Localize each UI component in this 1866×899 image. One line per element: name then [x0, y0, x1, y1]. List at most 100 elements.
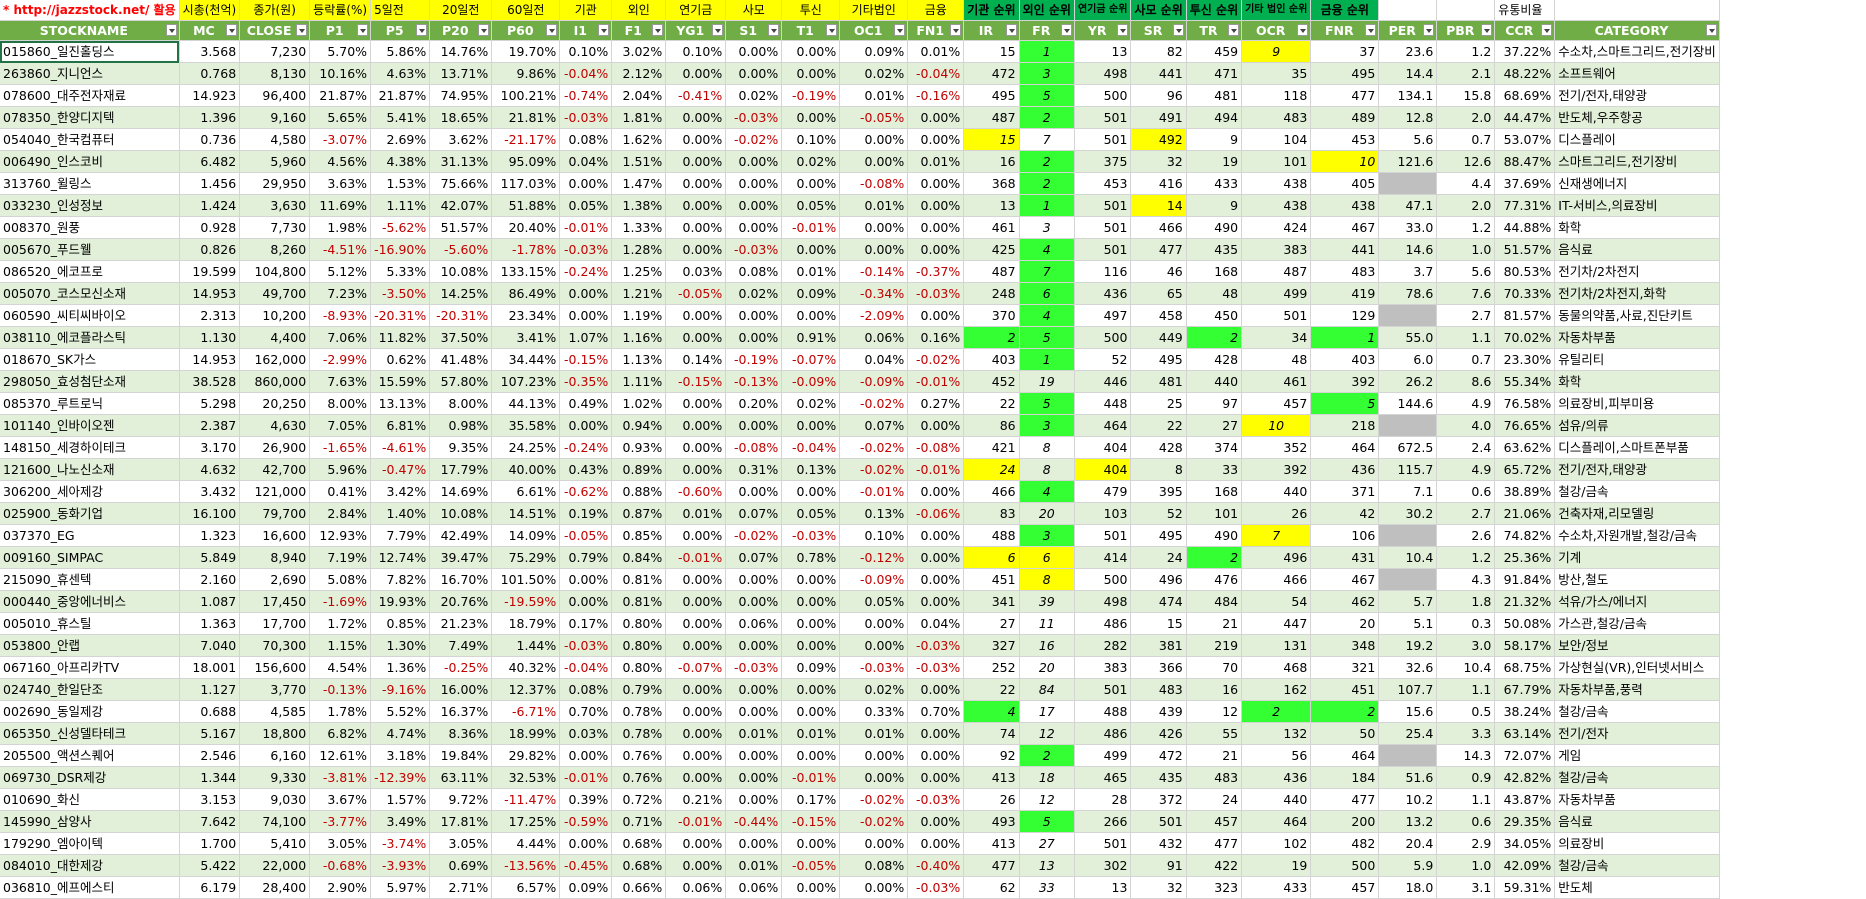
- cell-ccr[interactable]: 42.09%: [1494, 854, 1556, 877]
- cell-ir[interactable]: 2: [963, 326, 1020, 349]
- cell-per[interactable]: 3.7: [1378, 260, 1438, 283]
- cell-stockname[interactable]: 006490_인스코비: [0, 150, 180, 173]
- cell-sr[interactable]: 82: [1130, 40, 1187, 63]
- cell-yg1[interactable]: 0.00%: [665, 326, 727, 349]
- cell-fnr[interactable]: 1: [1310, 326, 1380, 349]
- cell-yg1[interactable]: 0.00%: [665, 612, 727, 635]
- cell-s1[interactable]: 0.00%: [725, 40, 783, 63]
- cell-fnr[interactable]: 321: [1310, 656, 1380, 679]
- cell-yr[interactable]: 501: [1074, 524, 1132, 547]
- cell-s1[interactable]: 0.00%: [725, 326, 783, 349]
- cell-p20[interactable]: 14.76%: [429, 40, 493, 63]
- cell-fnr[interactable]: 10: [1310, 150, 1380, 173]
- cell-p1[interactable]: -0.13%: [309, 678, 372, 701]
- cell-sr[interactable]: 24: [1130, 546, 1187, 569]
- cell-ocr[interactable]: 438: [1241, 172, 1312, 195]
- cell-sr[interactable]: 8: [1130, 458, 1187, 481]
- cell-f1[interactable]: 1.11%: [611, 370, 667, 393]
- cell-mc[interactable]: 4.632: [179, 458, 241, 481]
- cell-stockname[interactable]: 005070_코스모신소재: [0, 282, 180, 305]
- cell-ir[interactable]: 487: [963, 106, 1020, 129]
- cell-fnr[interactable]: 42: [1310, 502, 1380, 525]
- cell-sr[interactable]: 372: [1130, 788, 1187, 811]
- cell-p60[interactable]: 32.53%: [491, 766, 561, 789]
- cell-p1[interactable]: 7.06%: [309, 326, 372, 349]
- cell-p20[interactable]: 31.13%: [429, 150, 493, 173]
- cell-fn1[interactable]: 0.00%: [907, 678, 965, 701]
- cell-fr[interactable]: 17: [1019, 700, 1075, 723]
- cell-close[interactable]: 7,730: [239, 216, 311, 239]
- cell-p5[interactable]: 1.57%: [370, 788, 431, 811]
- cell-fn1[interactable]: -0.06%: [907, 502, 965, 525]
- cell-p5[interactable]: -0.47%: [370, 458, 431, 481]
- cell-s1[interactable]: -0.02%: [725, 524, 783, 547]
- column-header-i1[interactable]: I1: [559, 20, 613, 41]
- cell-category[interactable]: 가상현실(VR),인터넷서비스: [1554, 656, 1720, 679]
- cell-p1[interactable]: 1.72%: [309, 612, 372, 635]
- cell-close[interactable]: 42,700: [239, 458, 311, 481]
- cell-p20[interactable]: 9.35%: [429, 436, 493, 459]
- cell-per[interactable]: [1378, 524, 1438, 547]
- filter-dropdown-icon[interactable]: [1481, 24, 1493, 36]
- cell-fn1[interactable]: 0.00%: [907, 766, 965, 789]
- cell-per[interactable]: 15.6: [1378, 700, 1438, 723]
- cell-fn1[interactable]: -0.01%: [907, 370, 965, 393]
- cell-ocr[interactable]: 131: [1241, 634, 1312, 657]
- group-label-9[interactable]: 연기금: [665, 0, 727, 21]
- cell-tr[interactable]: 459: [1186, 40, 1243, 63]
- cell-p60[interactable]: 1.44%: [491, 634, 561, 657]
- cell-fn1[interactable]: 0.00%: [907, 568, 965, 591]
- cell-close[interactable]: 7,230: [239, 40, 311, 63]
- cell-tr[interactable]: 428: [1186, 348, 1243, 371]
- cell-t1[interactable]: 0.00%: [781, 700, 841, 723]
- cell-per[interactable]: 6.0: [1378, 348, 1438, 371]
- cell-pbr[interactable]: 8.6: [1436, 370, 1496, 393]
- cell-sr[interactable]: 65: [1130, 282, 1187, 305]
- cell-tr[interactable]: 219: [1186, 634, 1243, 657]
- cell-s1[interactable]: -0.13%: [725, 370, 783, 393]
- cell-ocr[interactable]: 54: [1241, 590, 1312, 613]
- cell-p60[interactable]: 21.81%: [491, 106, 561, 129]
- cell-ocr[interactable]: 383: [1241, 238, 1312, 261]
- cell-p1[interactable]: -4.51%: [309, 238, 372, 261]
- group-label-8[interactable]: 외인: [611, 0, 667, 21]
- cell-i1[interactable]: -0.15%: [559, 348, 613, 371]
- cell-yr[interactable]: 500: [1074, 326, 1132, 349]
- cell-i1[interactable]: 0.04%: [559, 150, 613, 173]
- cell-category[interactable]: 디스플레이,스마트폰부품: [1554, 436, 1720, 459]
- cell-pbr[interactable]: 4.4: [1436, 172, 1496, 195]
- cell-p60[interactable]: 18.79%: [491, 612, 561, 635]
- cell-p5[interactable]: 4.38%: [370, 150, 431, 173]
- cell-ir[interactable]: 403: [963, 348, 1020, 371]
- cell-ir[interactable]: 487: [963, 260, 1020, 283]
- cell-yr[interactable]: 500: [1074, 84, 1132, 107]
- group-label-21[interactable]: [1378, 0, 1438, 21]
- cell-s1[interactable]: 0.00%: [725, 304, 783, 327]
- cell-t1[interactable]: 0.13%: [781, 458, 841, 481]
- cell-p1[interactable]: -1.69%: [309, 590, 372, 613]
- cell-sr[interactable]: 495: [1130, 348, 1187, 371]
- cell-close[interactable]: 4,585: [239, 700, 311, 723]
- cell-pbr[interactable]: 1.0: [1436, 854, 1496, 877]
- cell-ocr[interactable]: 56: [1241, 744, 1312, 767]
- cell-ir[interactable]: 421: [963, 436, 1020, 459]
- cell-sr[interactable]: 472: [1130, 744, 1187, 767]
- column-header-stockname[interactable]: STOCKNAME: [0, 20, 180, 41]
- cell-stockname[interactable]: 205500_액션스퀘어: [0, 744, 180, 767]
- cell-ccr[interactable]: 58.17%: [1494, 634, 1556, 657]
- cell-ccr[interactable]: 50.08%: [1494, 612, 1556, 635]
- cell-sr[interactable]: 474: [1130, 590, 1187, 613]
- cell-fr[interactable]: 12: [1019, 788, 1075, 811]
- cell-mc[interactable]: 2.546: [179, 744, 241, 767]
- cell-yr[interactable]: 500: [1074, 568, 1132, 591]
- cell-p5[interactable]: 5.41%: [370, 106, 431, 129]
- cell-yr[interactable]: 486: [1074, 612, 1132, 635]
- cell-fr[interactable]: 8: [1019, 568, 1075, 591]
- group-label-17[interactable]: 사모 순위: [1130, 0, 1187, 21]
- cell-per[interactable]: 12.8: [1378, 106, 1438, 129]
- cell-ccr[interactable]: 21.32%: [1494, 590, 1556, 613]
- cell-close[interactable]: 9,330: [239, 766, 311, 789]
- cell-f1[interactable]: 1.13%: [611, 348, 667, 371]
- cell-stockname[interactable]: 145990_삼양사: [0, 810, 180, 833]
- cell-i1[interactable]: 0.00%: [559, 590, 613, 613]
